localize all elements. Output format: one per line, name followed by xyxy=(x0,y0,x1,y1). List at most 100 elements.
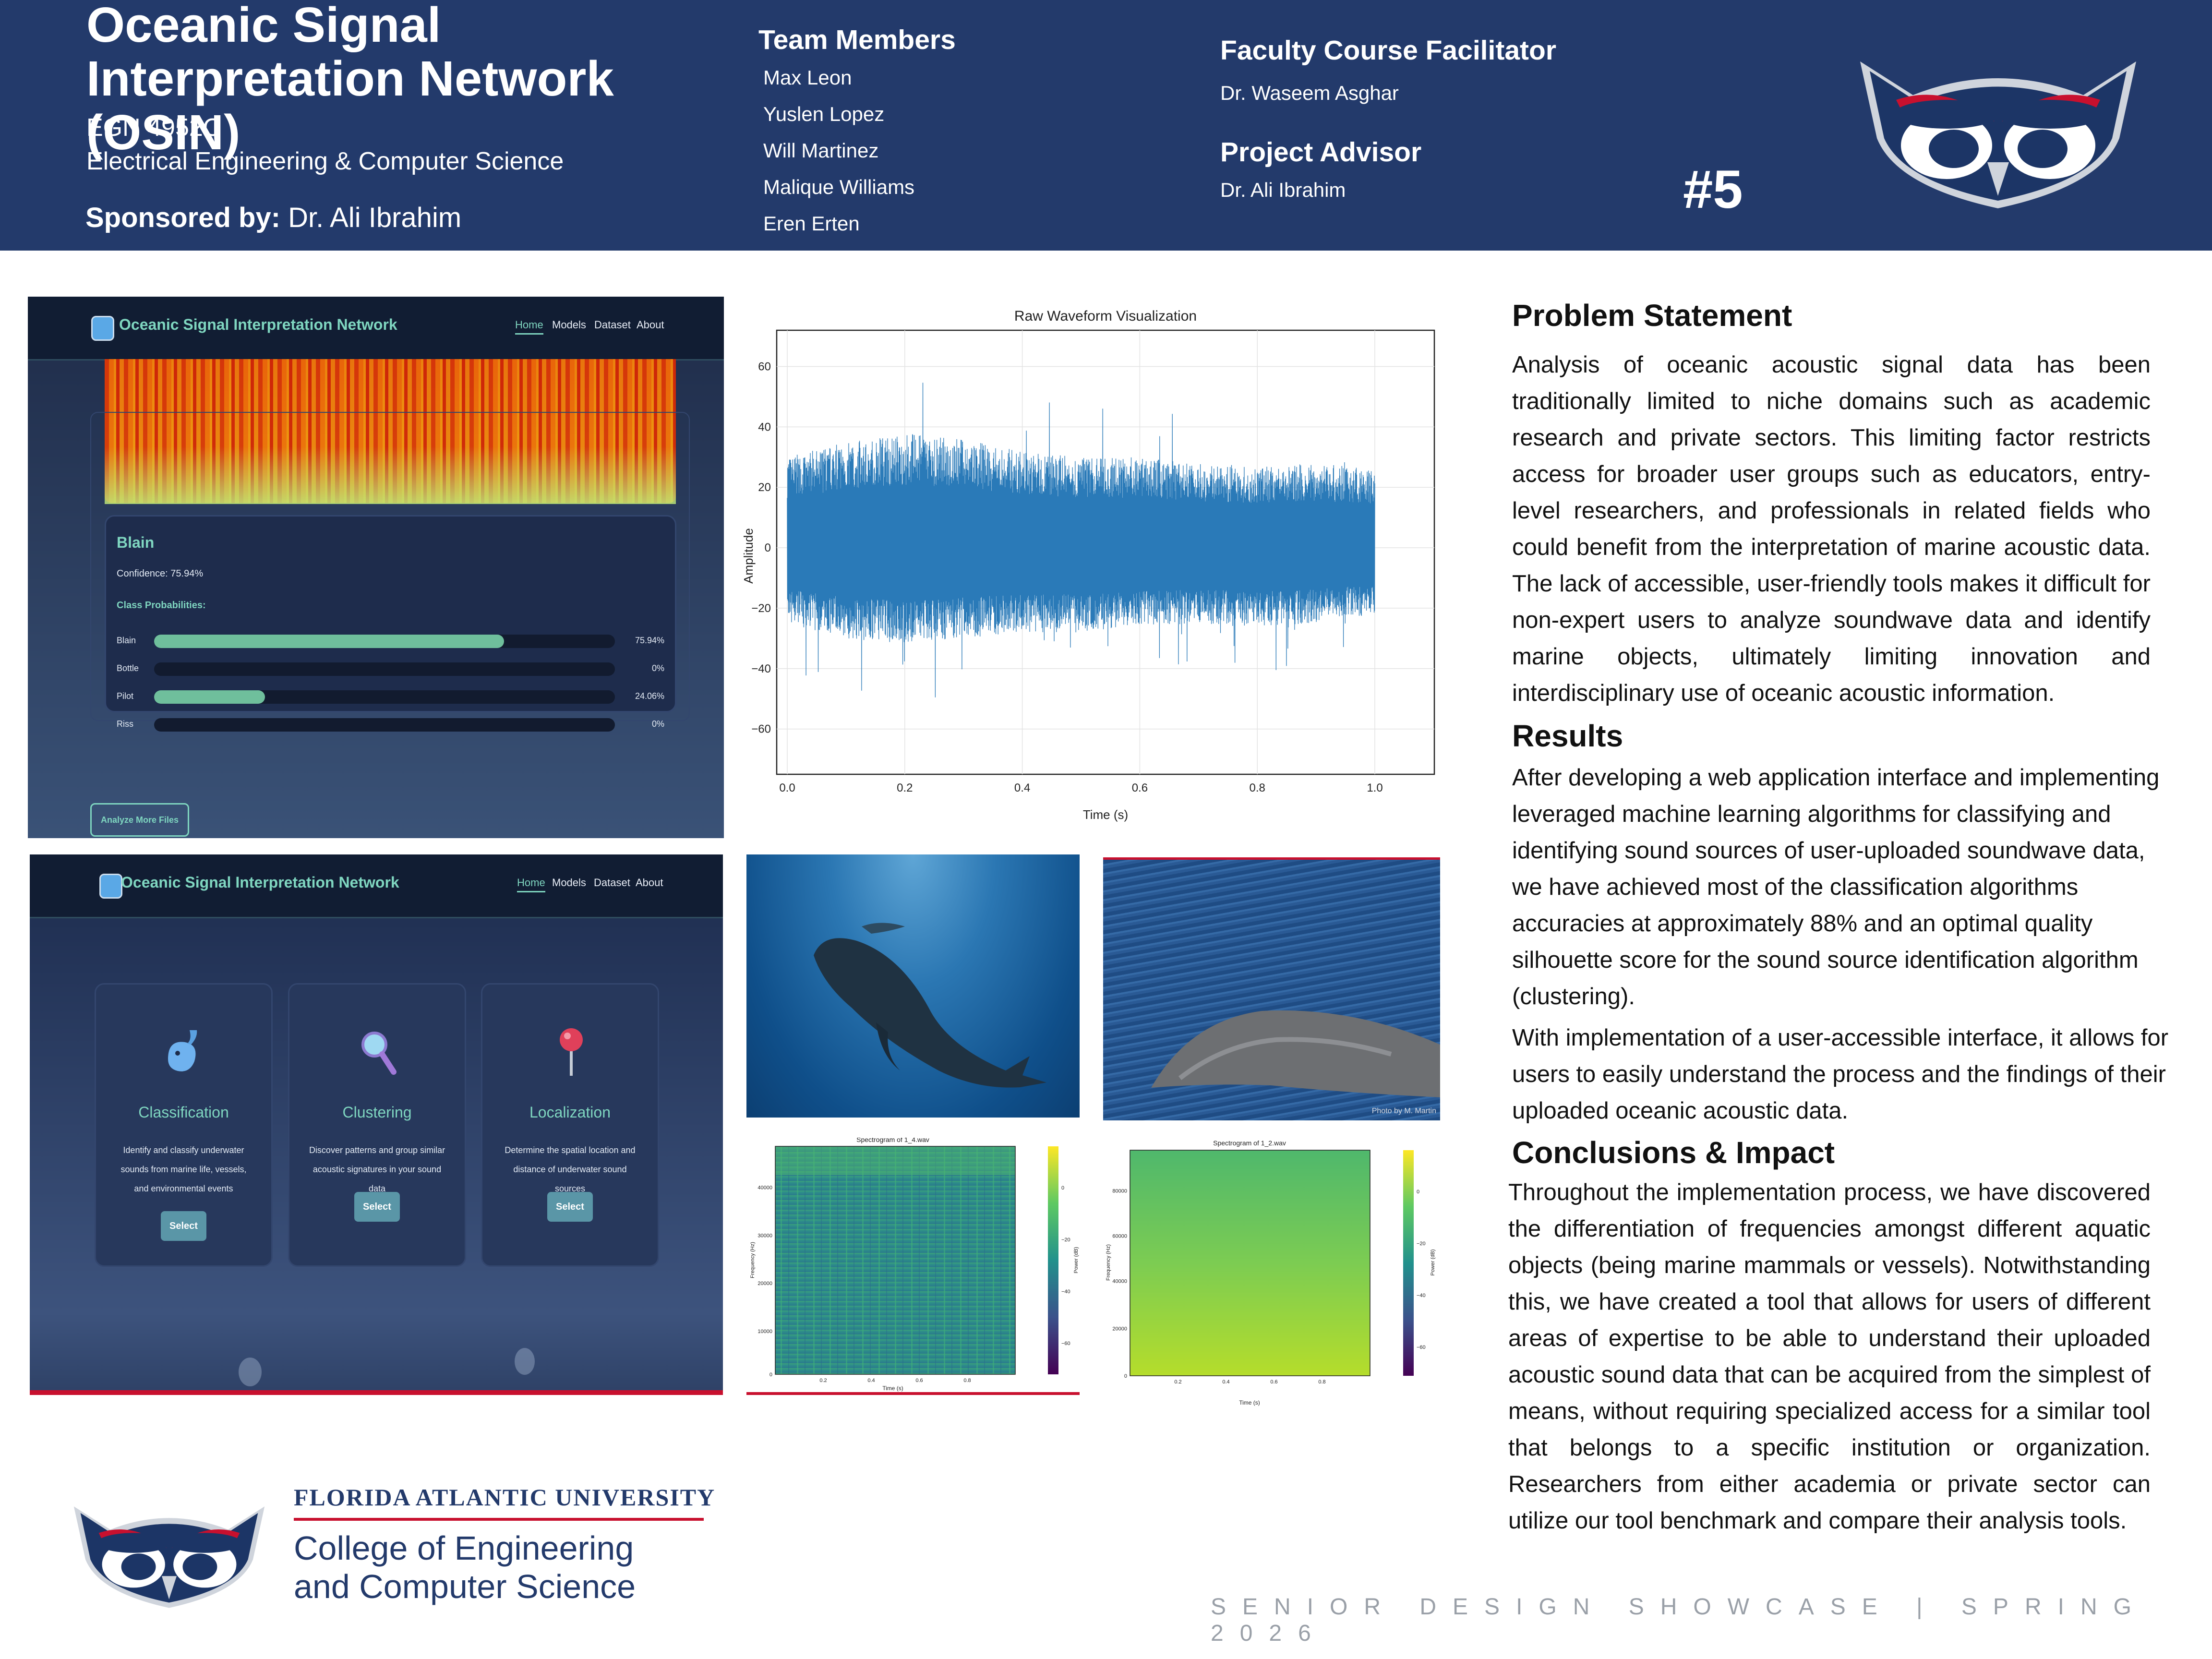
college-line-2: and Computer Science xyxy=(294,1568,636,1605)
conclusions-heading: Conclusions & Impact xyxy=(1512,1135,1835,1170)
prob-label: Bottle xyxy=(117,663,139,673)
whale-photo-surface: Photo by M. Martin xyxy=(1103,857,1440,1120)
prob-label: Blain xyxy=(117,636,136,645)
sponsor-name: Dr. Ali Ibrahim xyxy=(280,202,462,233)
problem-text: Analysis of oceanic acoustic signal data… xyxy=(1512,352,2151,706)
prob-value: 24.06% xyxy=(635,691,664,701)
card-title: Clustering xyxy=(342,1104,412,1121)
x-tick-label: 0.4 xyxy=(867,1378,875,1383)
app-screenshot-results: Oceanic Signal Interpretation Network Ho… xyxy=(28,297,724,838)
bubble-decoration xyxy=(239,1358,262,1386)
plot-frame xyxy=(775,1146,1016,1375)
sponsor-label: Sponsored by: xyxy=(85,202,281,233)
app-screenshot-home: Oceanic Signal Interpretation Network Ho… xyxy=(30,854,723,1395)
y-tick-label: 20000 xyxy=(1112,1326,1127,1332)
x-axis-label: Time (s) xyxy=(1083,807,1128,822)
app-navbar: Oceanic Signal Interpretation Network Ho… xyxy=(28,297,724,361)
app-brand: Oceanic Signal Interpretation Network xyxy=(121,874,399,891)
problem-heading: Problem Statement xyxy=(1512,298,1792,333)
pin-icon xyxy=(560,1028,583,1076)
advisor-name: Dr. Ali Ibrahim xyxy=(1220,179,1346,201)
nav-about[interactable]: About xyxy=(636,877,663,889)
x-tick-label: 1.0 xyxy=(1367,781,1382,794)
spectrogram-heatmap xyxy=(1130,1150,1370,1376)
course-code: EGN 4952C xyxy=(86,114,221,142)
spectrogram-chart-1: Spectrogram of 1_4.wav Time (s) Frequenc… xyxy=(750,1138,1079,1392)
select-button[interactable]: Select xyxy=(161,1211,206,1241)
red-rule xyxy=(746,1392,1080,1395)
colorbar-tick-label: 0 xyxy=(1417,1189,1419,1195)
owl-logo-icon xyxy=(1860,61,2136,208)
app-navbar: Oceanic Signal Interpretation Network Ho… xyxy=(30,854,723,918)
clustering-card[interactable]: Clustering Discover patterns and group s… xyxy=(288,983,466,1267)
y-tick-label: 80000 xyxy=(1112,1189,1127,1194)
classification-card[interactable]: Classification Identify and classify und… xyxy=(95,983,273,1267)
y-tick-label: 60 xyxy=(758,361,771,373)
prob-bar-track xyxy=(154,718,615,732)
red-rule xyxy=(294,1518,704,1521)
poster-header: Oceanic Signal Interpretation Network (O… xyxy=(0,0,2212,251)
x-tick-label: 0.0 xyxy=(779,781,795,794)
y-axis-label: Amplitude xyxy=(743,528,756,584)
analyze-more-button[interactable]: Analyze More Files xyxy=(90,803,189,837)
whale-photo-underwater xyxy=(746,854,1080,1118)
spectrogram-fade xyxy=(105,446,676,504)
plot-frame xyxy=(1130,1150,1370,1376)
nav-dataset[interactable]: Dataset xyxy=(594,877,630,889)
prob-value: 0% xyxy=(651,719,664,729)
results-heading: Results xyxy=(1512,719,1623,753)
colorbar-tick-label: −40 xyxy=(1417,1293,1426,1298)
probs-heading: Class Probabilities: xyxy=(117,600,206,611)
red-rule xyxy=(1103,857,1440,860)
whale-icon xyxy=(168,1030,197,1071)
x-axis-label: Time (s) xyxy=(1239,1399,1260,1406)
card-description: Determine the spatial location and dista… xyxy=(505,1145,636,1193)
card-title: Classification xyxy=(138,1104,229,1121)
nav-home[interactable]: Home xyxy=(515,319,543,335)
prob-bar-track xyxy=(154,690,615,704)
prob-bar-fill xyxy=(154,690,265,704)
nav-models[interactable]: Models xyxy=(552,877,586,889)
advisor-heading: Project Advisor xyxy=(1220,137,1422,168)
colorbar-tick-label: −20 xyxy=(1061,1237,1070,1243)
chart-title: Spectrogram of 1_4.wav xyxy=(856,1138,929,1143)
x-tick-label: 0.8 xyxy=(963,1378,971,1383)
nav-about[interactable]: About xyxy=(637,319,664,331)
nav-home[interactable]: Home xyxy=(517,877,545,892)
y-tick-label: 20000 xyxy=(757,1281,772,1286)
y-tick-label: 20 xyxy=(758,481,771,494)
x-tick-label: 0.4 xyxy=(1014,781,1030,794)
select-button[interactable]: Select xyxy=(354,1192,400,1222)
prob-value: 75.94% xyxy=(635,636,664,645)
bubble-decoration xyxy=(515,1348,535,1375)
chart-title: Raw Waveform Visualization xyxy=(1014,308,1197,324)
nav-models[interactable]: Models xyxy=(552,319,586,331)
app-brand: Oceanic Signal Interpretation Network xyxy=(119,316,397,333)
sperm-whale-image xyxy=(1151,1010,1440,1097)
team-member: Yuslen Lopez xyxy=(763,103,885,125)
results-text-1: After developing a web application inter… xyxy=(1512,765,2160,1010)
prob-bar-track xyxy=(154,635,615,648)
colorbar-tick-label: −60 xyxy=(1417,1345,1426,1350)
waveform-series xyxy=(787,383,1375,697)
y-tick-label: 0 xyxy=(769,1372,772,1378)
colorbar-tick-label: 0 xyxy=(1061,1185,1064,1191)
red-rule xyxy=(30,1390,723,1395)
team-member: Will Martinez xyxy=(763,139,879,162)
nav-dataset[interactable]: Dataset xyxy=(594,319,631,331)
college-name: College of Engineering and Computer Scien… xyxy=(294,1529,636,1606)
prob-bar-track xyxy=(154,662,615,676)
poster-title: Oceanic Signal Interpretation Network (O… xyxy=(86,0,614,160)
localization-card[interactable]: Localization Determine the spatial locat… xyxy=(481,983,659,1267)
chart-title: Spectrogram of 1_2.wav xyxy=(1213,1139,1286,1147)
prob-label: Riss xyxy=(117,719,133,729)
conclusions-text: Throughout the implementation process, w… xyxy=(1508,1179,2151,1534)
select-button[interactable]: Select xyxy=(547,1192,593,1222)
y-tick-label: −40 xyxy=(751,662,771,675)
y-axis-label: Frequency (Hz) xyxy=(750,1242,756,1278)
predicted-class: Blain xyxy=(117,534,155,551)
result-card: Blain Confidence: 75.94% Class Probabili… xyxy=(105,515,676,732)
x-tick-label: 0.2 xyxy=(819,1378,827,1383)
pilot-whale-image xyxy=(814,923,1046,1088)
y-tick-label: 40000 xyxy=(757,1185,772,1191)
